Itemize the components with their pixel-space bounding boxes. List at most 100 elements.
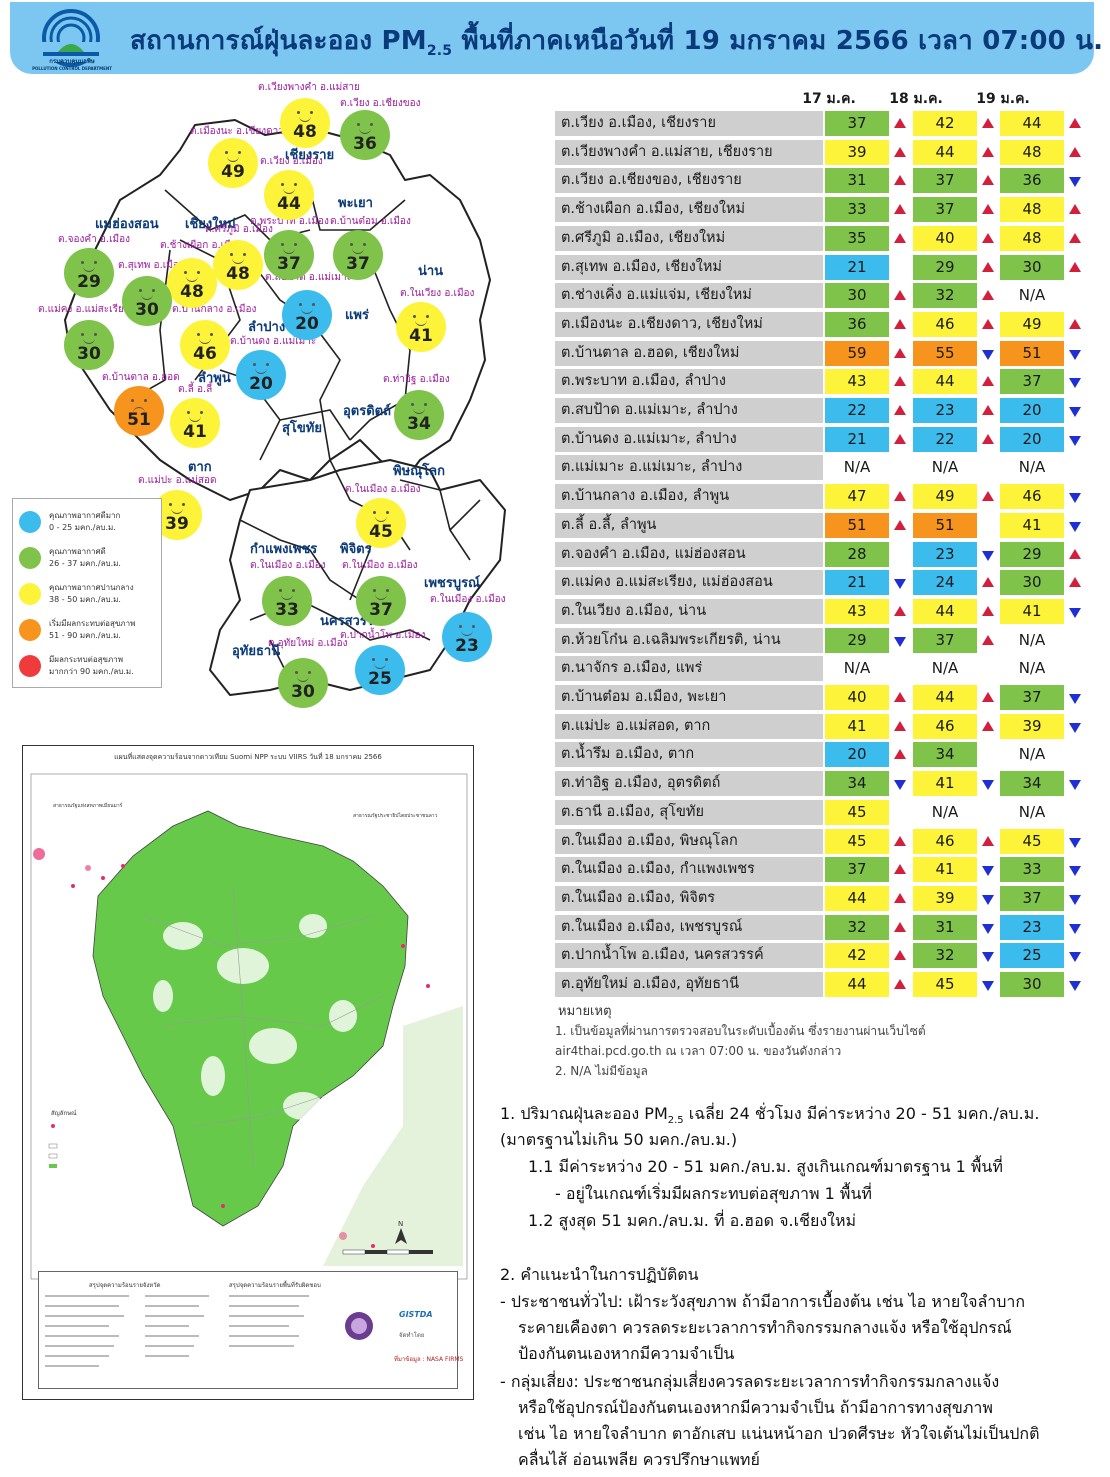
province-outline-map bbox=[64, 119, 506, 696]
table-header: 17 ม.ค. 18 ม.ค. 19 ม.ค. bbox=[553, 84, 1093, 110]
legend-swatch bbox=[19, 511, 41, 533]
pm25-value-cell: 39 bbox=[1000, 713, 1064, 739]
station-bubble: 48 bbox=[167, 258, 217, 308]
station-name-cell: ต.ในเมือง อ.เมือง, เพชรบูรณ์ bbox=[555, 914, 823, 940]
data-source: ที่มาข้อมูล : NASA FIRMS bbox=[394, 1356, 464, 1363]
pm25-value-cell: 23 bbox=[913, 541, 977, 567]
trend-up-icon bbox=[1069, 232, 1081, 243]
legend-range: 0 - 25 มคก./ลบ.ม. bbox=[49, 523, 116, 532]
legend-title: คุณภาพอากาศปานกลาง bbox=[49, 583, 134, 592]
pm25-value-cell: N/A bbox=[1018, 630, 1046, 649]
station-label: ต.เวียง อ.เมือง bbox=[260, 156, 323, 167]
trend-down-icon bbox=[1069, 407, 1081, 417]
pm25-value-cell: 23 bbox=[913, 398, 977, 423]
trend-down-icon bbox=[1069, 722, 1081, 733]
trend-up-icon bbox=[894, 376, 906, 387]
table-row: ต.บ้านกลาง อ.เมือง, ลำพูน 47 49 46 bbox=[553, 483, 1093, 510]
province-label: ลำปาง bbox=[248, 320, 286, 335]
table-row: ต.เวียง อ.เชียงของ, เชียงราย 31 37 36 bbox=[553, 167, 1093, 194]
trend-up-icon bbox=[1069, 318, 1081, 329]
trend-up-icon bbox=[982, 835, 994, 846]
province-label: อุตรดิตถ์ bbox=[343, 404, 391, 419]
advice-risk-4: คลื่นไส้ อ่อนเพลีย ควรปรึกษาแพทย์ bbox=[518, 1450, 760, 1469]
table-row: ต.ปากน้ำโพ อ.เมือง, นครสวรรค์ 42 32 25 bbox=[553, 942, 1093, 969]
station-name-cell: ต.แม่ปะ อ.แม่สอด, ตาก bbox=[555, 713, 823, 739]
province-label: สุโขทัย bbox=[282, 421, 322, 436]
pm25-value-cell: 33 bbox=[1000, 857, 1064, 883]
table-row: ต.ท่าอิฐ อ.เมือง, อุตรดิตถ์ 34 41 34 bbox=[553, 770, 1093, 797]
legend-swatch bbox=[19, 547, 41, 569]
trend-up-icon bbox=[894, 146, 906, 157]
pm25-value-cell: N/A bbox=[843, 458, 871, 477]
legend-swatch bbox=[19, 655, 41, 677]
pm25-value-cell: 34 bbox=[825, 771, 889, 797]
province-label: เชียงราย bbox=[285, 148, 335, 163]
pm25-value-cell: 30 bbox=[1000, 254, 1064, 280]
station-bubble: 25 bbox=[355, 645, 405, 695]
hotspot-map: แผนที่แสดงจุดความร้อนจากดาวเทียม Suomi N… bbox=[22, 745, 474, 1400]
table-row: ต.อุทัยใหม่ อ.เมือง, อุทัยธานี 44 45 30 bbox=[553, 971, 1093, 998]
advice-risk-1: - กลุ่มเสี่ยง: ประชาชนกลุ่มเสี่ยงควรลดระ… bbox=[500, 1372, 1000, 1391]
pm25-value-cell: 55 bbox=[913, 340, 977, 366]
trend-down-icon bbox=[982, 923, 994, 934]
legend-swatch bbox=[19, 583, 41, 605]
station-name-cell: ต.จองคำ อ.เมือง, แม่ฮ่องสอน bbox=[555, 541, 823, 567]
pm25-value-cell: 37 bbox=[1000, 369, 1064, 395]
trend-down-icon bbox=[1069, 952, 1081, 963]
summary-point-1-1b: - อยู่ในเกณฑ์เริ่มมีผลกระทบต่อสุขภาพ 1 พ… bbox=[555, 1184, 872, 1203]
station-name-cell: ต.เมืองนะ อ.เชียงดาว, เชียงใหม่ bbox=[555, 311, 823, 337]
province-label: เชียงใหม่ bbox=[185, 217, 236, 232]
pm25-value-cell: N/A bbox=[931, 659, 959, 678]
pm25-value-cell: 41 bbox=[1000, 512, 1064, 538]
trend-up-icon bbox=[894, 118, 906, 128]
trend-up-icon bbox=[894, 605, 906, 616]
pm25-value-cell: 21 bbox=[825, 426, 889, 452]
pm25-value-cell: 32 bbox=[913, 283, 977, 309]
table-row: ต.เวียงพางคำ อ.แม่สาย, เชียงราย 39 44 48 bbox=[553, 139, 1093, 166]
trend-down-icon bbox=[982, 550, 994, 561]
pm25-value-cell: 59 bbox=[825, 340, 889, 366]
station-name-cell: ต.ในเมือง อ.เมือง, กำแพงเพชร bbox=[555, 857, 823, 883]
pm25-value-cell: 22 bbox=[913, 426, 977, 452]
trend-down-icon bbox=[894, 636, 906, 647]
table-row: ต.นาจักร อ.เมือง, แพร่ N/A N/A N/A bbox=[553, 655, 1093, 682]
trend-up-icon bbox=[894, 347, 906, 358]
province-label: แพร่ bbox=[345, 308, 369, 323]
station-bubble: 36 bbox=[340, 110, 390, 160]
trend-down-icon bbox=[1069, 493, 1081, 504]
trend-down-icon bbox=[1069, 521, 1081, 532]
station-bubble: 48 bbox=[213, 240, 263, 290]
pm25-value-cell: 49 bbox=[913, 484, 977, 510]
pm25-value-cell: 42 bbox=[825, 943, 889, 969]
pm25-value-cell: 41 bbox=[913, 771, 977, 797]
trend-down-icon bbox=[1069, 378, 1081, 389]
station-bubble: 41 bbox=[396, 302, 446, 352]
pm25-value-cell: 43 bbox=[825, 598, 889, 624]
station-name-cell: ต.ในเมือง อ.เมือง, พิษณุโลก bbox=[555, 828, 823, 854]
station-bubble: 29 bbox=[64, 248, 114, 298]
pm25-value-cell: 43 bbox=[825, 369, 889, 395]
station-bubble: 49 bbox=[208, 138, 258, 188]
station-name-cell: ต.แม่คง อ.แม่สะเรียง, แม่ฮ่องสอน bbox=[555, 570, 823, 596]
table-row: ต.ธานี อ.เมือง, สุโขทัย 45 N/A N/A bbox=[553, 799, 1093, 826]
trend-up-icon bbox=[982, 720, 994, 731]
pm25-value-cell: 20 bbox=[825, 742, 889, 768]
notes-heading: หมายเหตุ bbox=[558, 1004, 612, 1019]
trend-up-icon bbox=[894, 979, 906, 989]
trend-up-icon bbox=[894, 921, 906, 932]
station-bubble: 20 bbox=[236, 350, 286, 400]
pm25-value-cell: 23 bbox=[1000, 914, 1064, 940]
station-bubble: 30 bbox=[278, 658, 328, 708]
trend-down-icon bbox=[982, 894, 994, 905]
pm25-value-cell: 39 bbox=[825, 139, 889, 165]
table-row: ต.แม่เมาะ อ.แม่เมาะ, ลำปาง N/A N/A N/A bbox=[553, 454, 1093, 481]
station-label: ต.บ้านกลาง อ.เมือง bbox=[172, 304, 257, 315]
pm25-value-cell: 46 bbox=[1000, 484, 1064, 510]
pm25-value-cell: 45 bbox=[825, 799, 889, 825]
pm25-value-cell: 37 bbox=[825, 857, 889, 883]
trend-up-icon bbox=[982, 692, 994, 702]
pm25-value-cell: 30 bbox=[1000, 972, 1064, 997]
trend-up-icon bbox=[894, 175, 906, 186]
station-name-cell: ต.บ้านกลาง อ.เมือง, ลำพูน bbox=[555, 484, 823, 510]
summary-point-2: 2. คำแนะนำในการปฏิบัติตน bbox=[500, 1265, 699, 1284]
